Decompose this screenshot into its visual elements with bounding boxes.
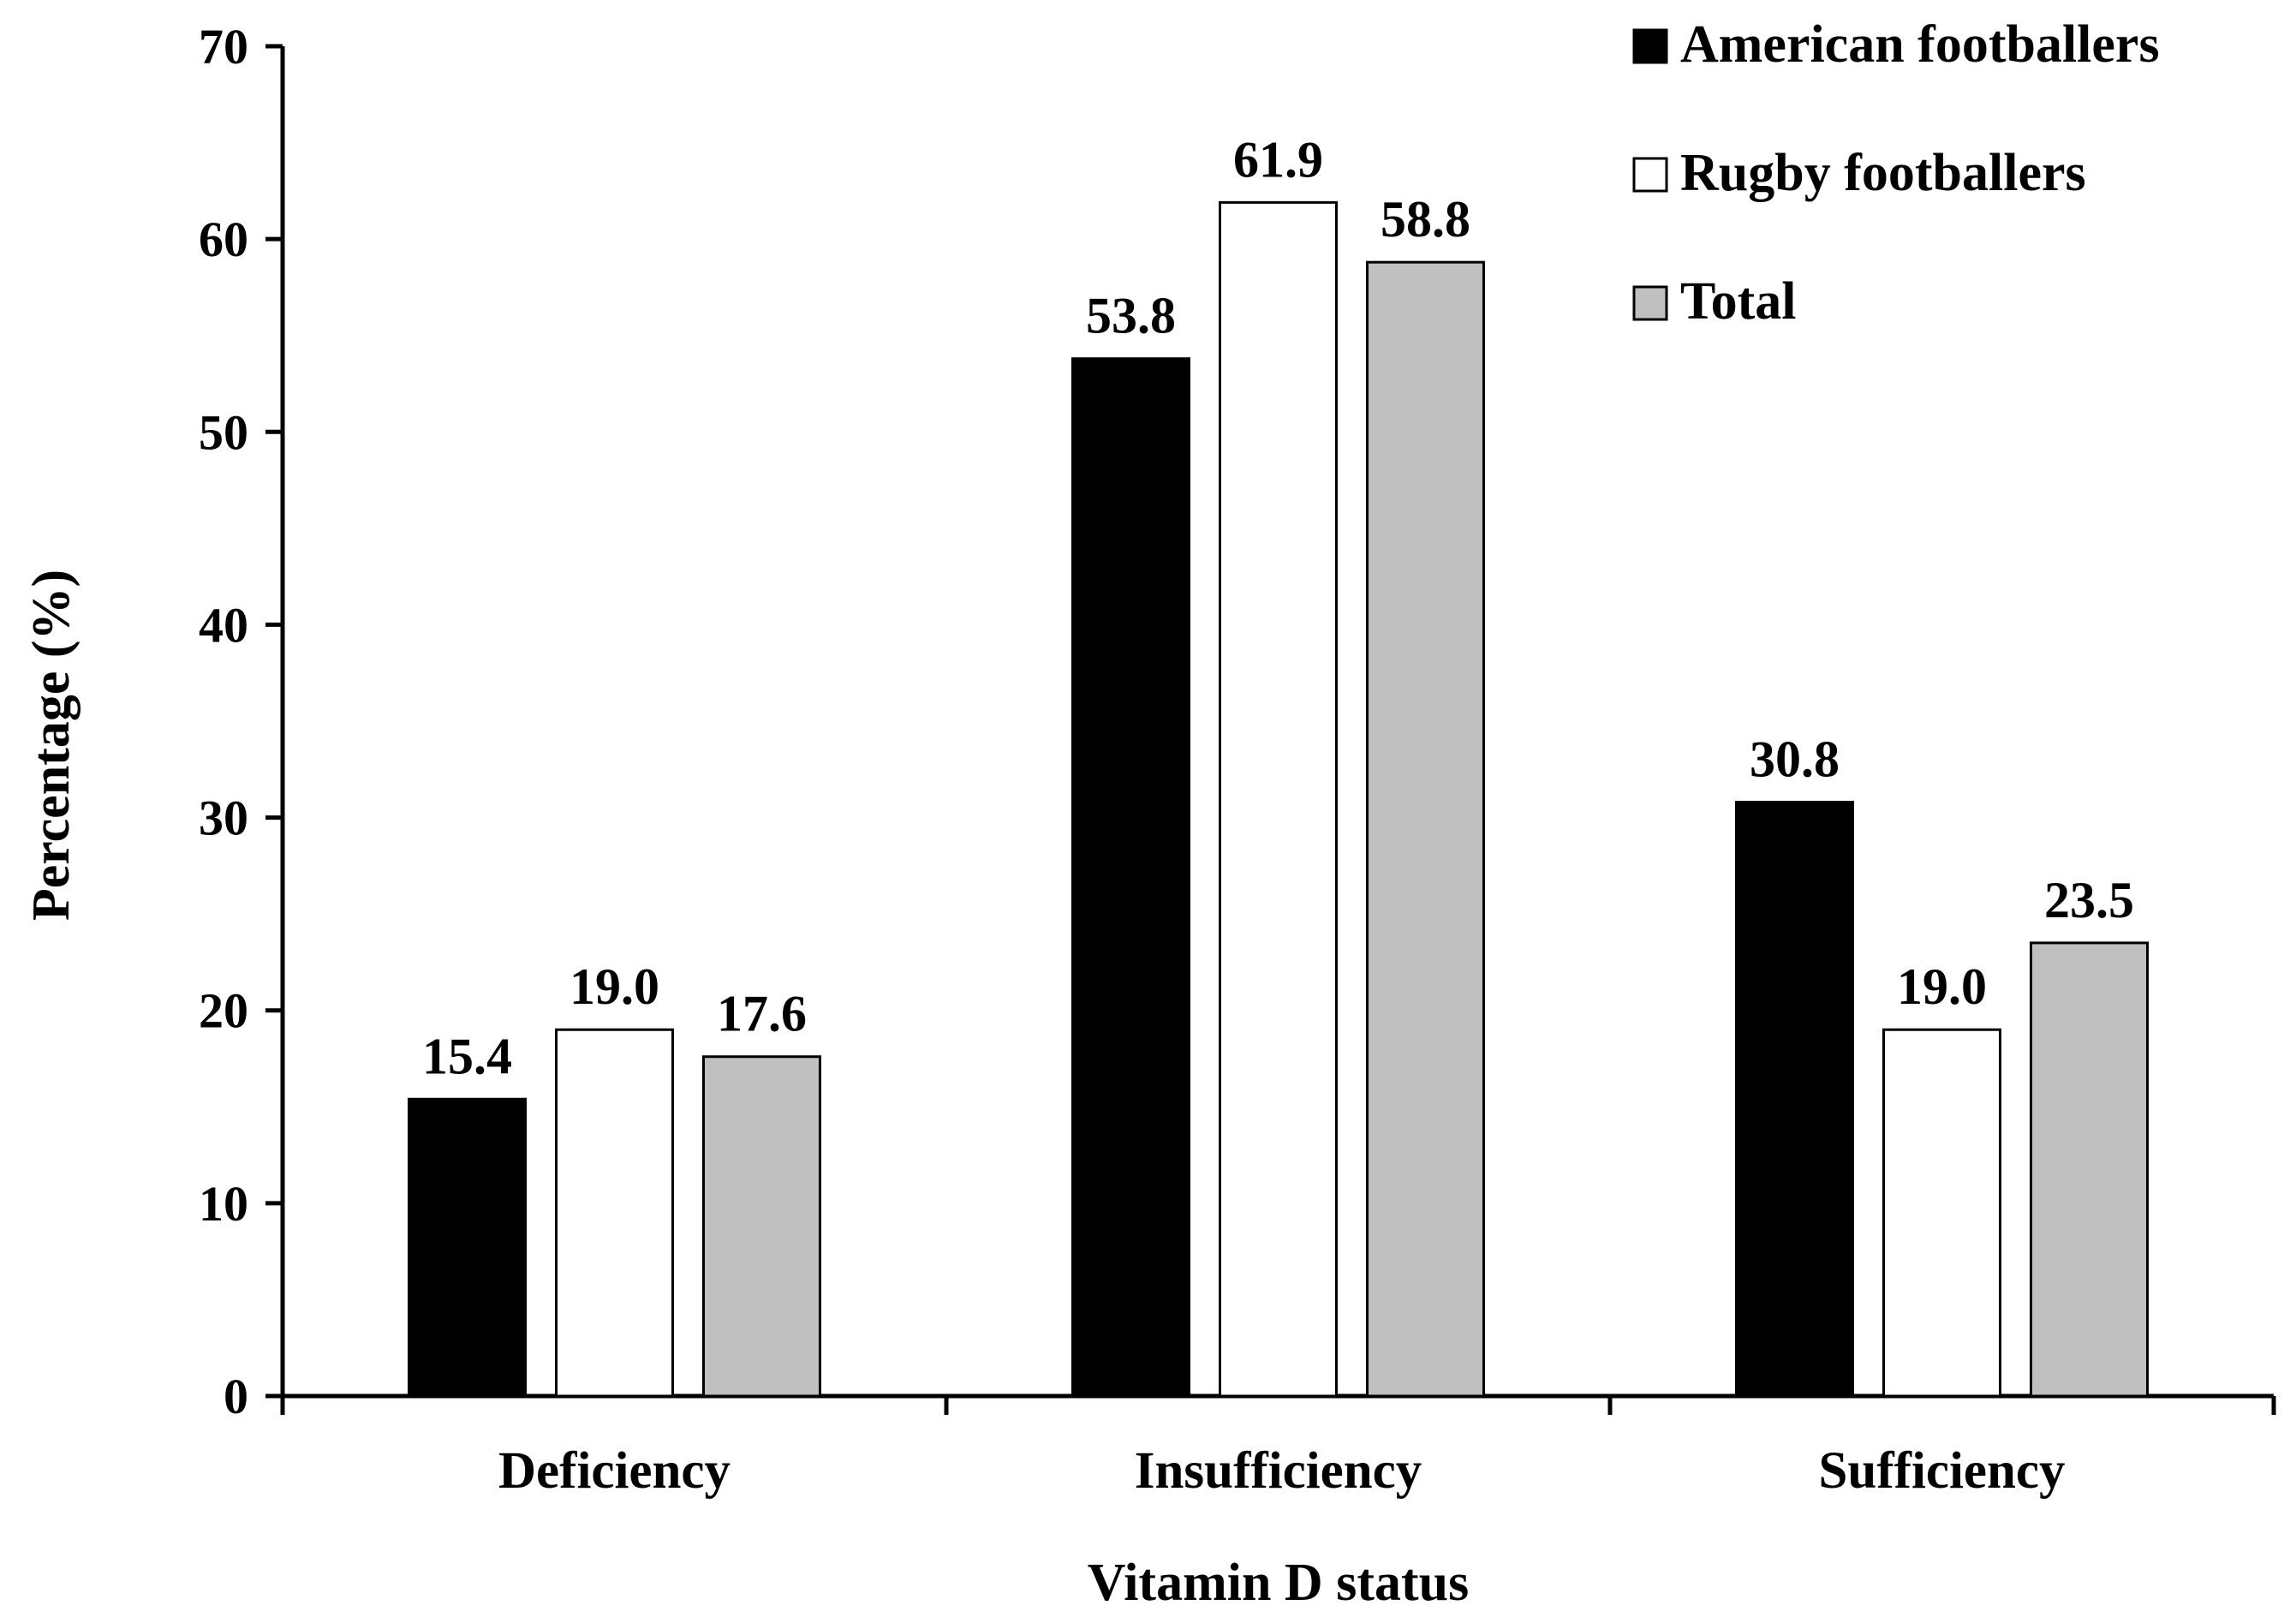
data-label-1-1: 61.9 bbox=[1233, 131, 1323, 188]
data-label-0-0: 15.4 bbox=[422, 1028, 512, 1084]
y-tick-label: 40 bbox=[199, 597, 248, 653]
bars bbox=[408, 200, 2149, 1398]
data-label-0-2: 17.6 bbox=[717, 986, 807, 1042]
legend: American footballers Rugby footballers Tot… bbox=[1632, 15, 2160, 331]
bar-2-1 bbox=[1882, 1028, 2001, 1398]
bar-0-1 bbox=[555, 1028, 674, 1398]
legend-swatch-2 bbox=[1632, 285, 1668, 321]
y-tick-label: 0 bbox=[224, 1369, 248, 1424]
y-tick-label: 10 bbox=[199, 1176, 248, 1232]
bar-1-1 bbox=[1219, 200, 1338, 1398]
category-label-0: Deficiency bbox=[498, 1442, 731, 1500]
category-label-2: Sufficiency bbox=[1818, 1442, 2065, 1500]
category-label-1: Insufficiency bbox=[1135, 1442, 1422, 1500]
y-tick-label: 30 bbox=[199, 791, 248, 846]
data-label-1-0: 53.8 bbox=[1086, 288, 1176, 344]
y-tick-label: 70 bbox=[199, 19, 248, 75]
legend-swatch-1 bbox=[1632, 157, 1668, 193]
legend-label-0: American footballers bbox=[1680, 15, 2160, 74]
bar-1-2 bbox=[1366, 260, 1485, 1398]
bar-0-0 bbox=[408, 1097, 527, 1398]
legend-label-2: Total bbox=[1680, 272, 1797, 331]
labels: 0 10 20 30 40 50 60 70 15.4 19.0 17.6 Deficiency 53.… bbox=[22, 19, 2134, 1612]
data-label-1-2: 58.8 bbox=[1381, 191, 1470, 248]
legend-swatch-0 bbox=[1632, 28, 1668, 64]
y-tick-label: 20 bbox=[199, 983, 248, 1039]
bar-0-2 bbox=[702, 1055, 821, 1398]
data-label-2-2: 23.5 bbox=[2044, 872, 2134, 928]
y-tick-label: 60 bbox=[199, 212, 248, 267]
data-label-2-0: 30.8 bbox=[1750, 731, 1840, 788]
data-label-0-1: 19.0 bbox=[570, 958, 659, 1015]
bar-1-0 bbox=[1071, 357, 1190, 1398]
data-label-2-1: 19.0 bbox=[1897, 958, 1987, 1015]
bar-2-2 bbox=[2030, 941, 2149, 1398]
y-tick-label: 50 bbox=[199, 404, 248, 460]
bar-2-0 bbox=[1735, 801, 1854, 1398]
x-axis-title: Vitamin D status bbox=[1088, 1554, 1470, 1612]
legend-label-1: Rugby footballers bbox=[1680, 144, 2086, 202]
y-axis-title: Percentage (%) bbox=[22, 570, 81, 921]
